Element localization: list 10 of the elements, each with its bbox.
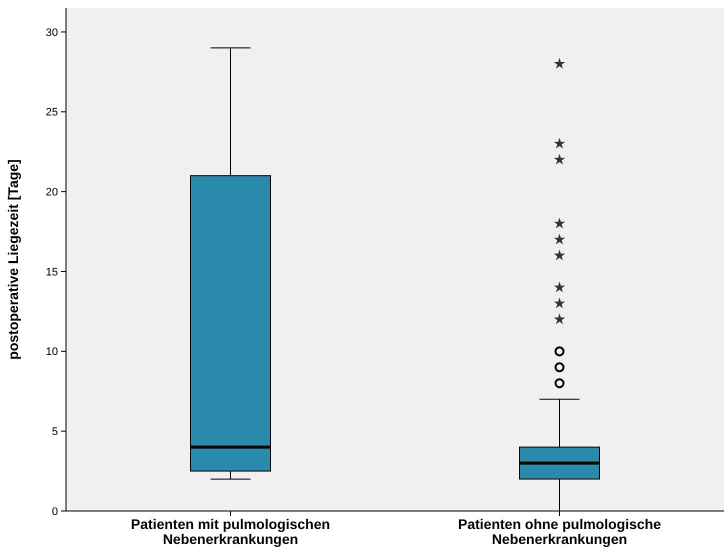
y-tick-label: 25: [46, 106, 58, 119]
x-tick-label: Patienten ohne pulmologische Nebenerkrankungen: [458, 516, 662, 547]
y-axis-title: postoperative Liegezeit [Tage]: [5, 159, 21, 360]
y-tick-label: 5: [52, 426, 58, 438]
y-tick-label: 20: [46, 186, 58, 198]
y-tick-label: 10: [46, 346, 58, 358]
y-tick-label: 15: [46, 266, 58, 278]
x-tick-label: Patienten mit pulmologischen Nebenerkrankungen: [130, 516, 330, 547]
y-tick-label: 0: [52, 506, 58, 518]
y-tick-label: 30: [46, 26, 58, 39]
